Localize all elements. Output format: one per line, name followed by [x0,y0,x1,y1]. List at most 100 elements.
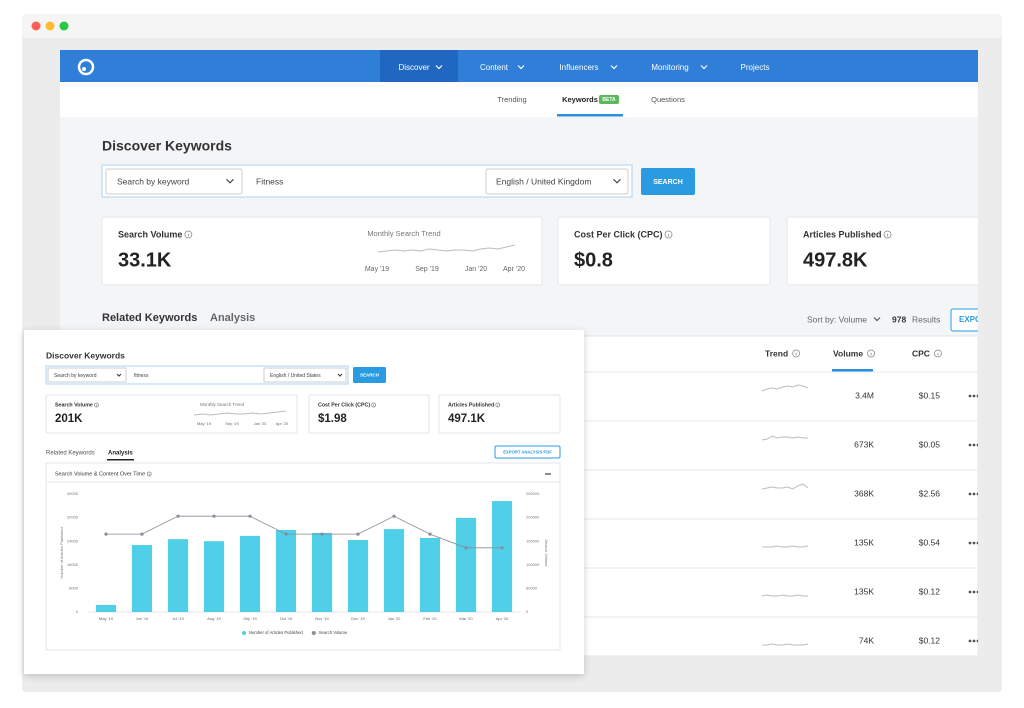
search-input: fitness [134,373,149,379]
bar [239,535,261,612]
row-menu-dot[interactable] [972,443,976,447]
line-series [106,515,502,549]
row-menu-dot[interactable] [976,492,980,496]
bar [311,532,333,612]
row-menu-dot[interactable] [972,492,976,496]
bar [383,529,405,612]
sort-underline [832,369,873,372]
stat-value: 201K [55,413,83,425]
stat-card [438,394,561,434]
x-tick-label: May '19 [99,616,114,621]
row-menu-dot[interactable] [968,394,972,398]
column-header[interactable]: Volume [833,348,863,358]
stat-value: 497.1K [448,413,486,425]
info-icon [664,230,673,239]
nav-item[interactable]: Discover [398,63,429,72]
row-menu-dot[interactable] [976,443,980,447]
stat-card [557,216,771,286]
stat-value: $1.98 [318,413,347,425]
row-menu-dot[interactable] [968,541,972,545]
bar [491,501,513,612]
page-title: Discover Keywords [102,138,232,154]
sort-select[interactable]: Sort by: Volume [807,314,867,324]
info-icon [495,402,501,408]
maximize-dot[interactable] [59,21,69,31]
row-menu-dot[interactable] [968,492,972,496]
cpc-cell: $0.54 [919,537,941,547]
export-button[interactable] [950,308,991,332]
stat-label: Articles Published [448,402,494,408]
chevron [116,373,122,377]
tab[interactable]: Analysis [210,312,255,324]
row-menu-dot[interactable] [968,639,972,643]
nav-item[interactable]: Monitoring [651,63,688,72]
stat-label: Articles Published [803,229,882,239]
mode-select[interactable] [105,168,243,195]
close-dot[interactable] [31,21,41,31]
chevron [337,373,343,377]
y2-tick-label: 50000 [526,585,538,590]
locale-select[interactable] [485,168,629,195]
column-header[interactable]: CPC [912,348,930,358]
row-menu-dot[interactable] [972,639,976,643]
minimize-dot[interactable] [45,21,55,31]
line-point [140,532,144,536]
stat-label: Cost Per Click (CPC) [318,402,370,408]
row-menu-dot[interactable] [976,639,980,643]
page-title: Discover Keywords [46,350,125,360]
locale-select[interactable] [263,367,347,383]
x-tick-label: Feb '20 [423,616,437,621]
nav-item[interactable]: Content [480,63,509,72]
line-point [428,532,432,536]
nav-item[interactable]: Projects [741,63,770,72]
row-menu-dot[interactable] [972,590,976,594]
mode-select-text: Search by keyword [54,373,97,379]
row-menu-dot[interactable] [972,394,976,398]
browser-titlebar [22,14,1002,38]
line-point [176,514,180,518]
row-menu-dot[interactable] [968,443,972,447]
y-tick-label: 8000 [69,585,79,590]
x-tick-label: Nov '19 [315,616,329,621]
search-button[interactable] [641,168,695,195]
tab[interactable]: Related Keywords [102,312,197,324]
tab[interactable]: Analysis [108,451,133,457]
column-header[interactable]: Trend [765,348,788,358]
sub-nav-item[interactable]: Keywords [562,95,598,104]
row-menu-dot[interactable] [968,590,972,594]
row-menu-dot[interactable] [976,590,980,594]
chevron [613,178,621,184]
sparkline [377,244,516,253]
info-icon [146,471,152,477]
results-label: Results [912,314,940,324]
mode-select[interactable] [47,367,127,383]
bar [419,537,441,612]
line-point [356,532,360,536]
line-point [500,546,504,550]
info-icon [371,402,377,408]
export-button-text: EXPO [959,315,981,324]
x-tick-label: Mar '20 [459,616,473,621]
y-tick-label: 24000 [67,538,79,543]
export-button[interactable] [494,445,561,459]
sparkline [761,435,808,441]
trend-label: Monthly Search Trend [200,402,245,407]
stat-label: Search Volume [118,229,182,239]
trend-tick: Apr '20 [503,266,525,273]
y-tick-label: 32000 [67,515,79,520]
tab[interactable]: Related Keywords [46,451,95,457]
chevron [226,178,234,184]
volume-cell: 135K [854,586,874,596]
row-menu-dot[interactable] [972,541,976,545]
search-button[interactable] [353,367,386,383]
cpc-cell: $0.15 [919,390,941,400]
chart-box [45,462,561,651]
stat-card [45,394,298,434]
nav-item[interactable]: Influencers [559,63,598,72]
sub-nav-item[interactable]: Trending [497,95,526,104]
row-menu-dot[interactable] [976,541,980,545]
info-icon [184,230,193,239]
bar [275,529,297,612]
row-menu-dot[interactable] [976,394,980,398]
sub-nav-item[interactable]: Questions [651,95,685,104]
